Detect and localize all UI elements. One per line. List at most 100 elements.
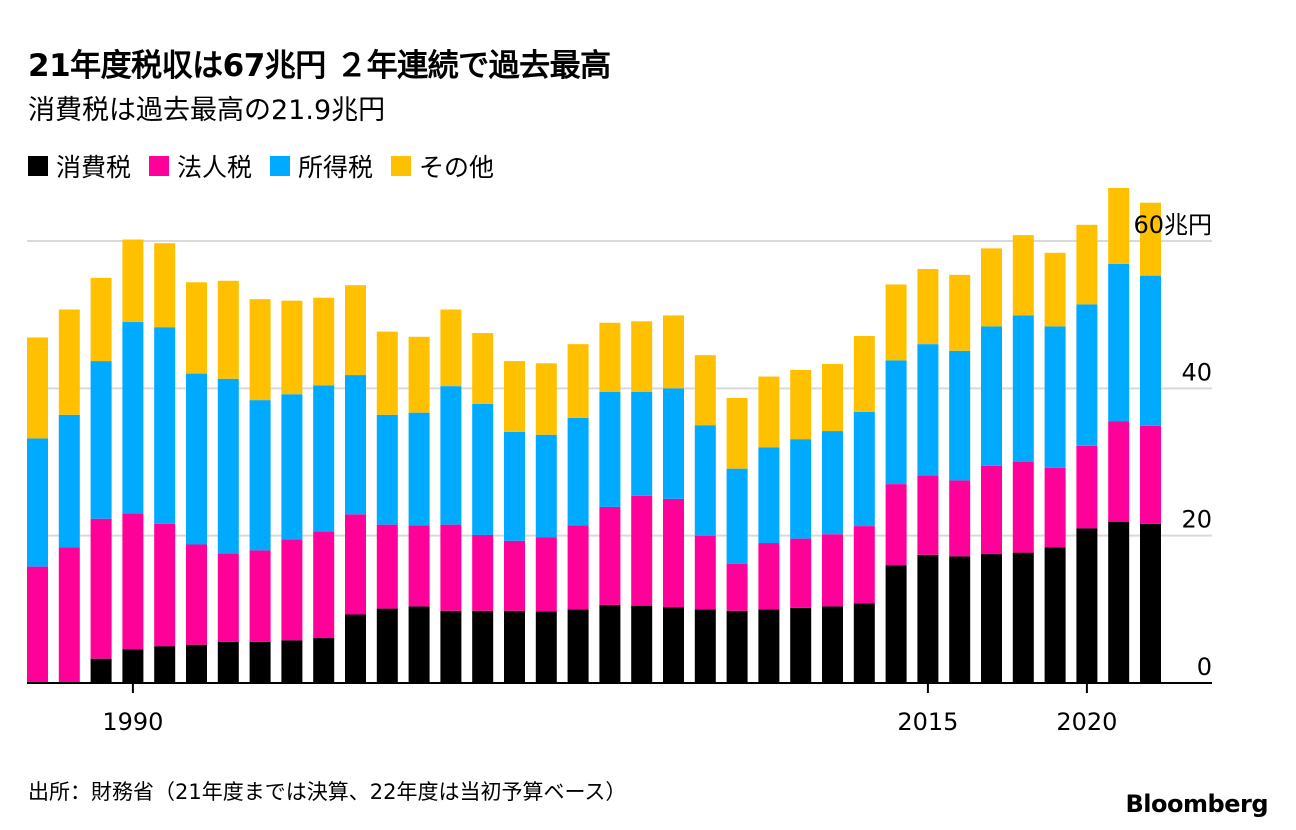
bar-income (281, 394, 303, 540)
bar-corporate (694, 535, 716, 610)
bar-income (217, 378, 239, 554)
bar-other (504, 361, 525, 432)
bar-corporate (758, 543, 780, 610)
bar-corporate (281, 539, 303, 641)
bar-corporate (122, 513, 144, 650)
y-tick-label: 20 (1181, 506, 1212, 534)
bar-corporate (58, 547, 80, 683)
bar-consumption (1044, 547, 1066, 683)
bar-other (631, 321, 653, 393)
bar-other (313, 297, 335, 386)
bar-income (154, 327, 176, 524)
bar-consumption (217, 641, 239, 683)
bar-corporate (249, 550, 271, 642)
bar-other (535, 363, 557, 435)
legend-label-consumption: 消費税 (56, 153, 132, 182)
legend-label-other: その他 (419, 153, 495, 182)
bar-other (726, 397, 748, 469)
bar-consumption (694, 609, 716, 683)
bar-consumption (981, 554, 1002, 683)
bar-consumption (853, 603, 875, 683)
bar-consumption (122, 649, 144, 683)
legend-item-consumption: 消費税 (28, 148, 131, 184)
bar-corporate (313, 531, 335, 639)
bar-income (917, 344, 939, 476)
bar-income (758, 447, 780, 544)
bar-income (1012, 315, 1034, 462)
bar-corporate (217, 553, 239, 642)
bar-corporate (790, 538, 812, 608)
legend-item-income: 所得税 (270, 148, 373, 184)
bar-consumption (408, 606, 430, 683)
bar-corporate (1108, 421, 1130, 522)
bar-corporate (345, 514, 366, 615)
bar-income (885, 360, 907, 485)
bar-corporate (1044, 467, 1066, 548)
bar-income (694, 425, 716, 536)
bar-income (599, 392, 621, 507)
bar-consumption (631, 605, 653, 683)
bar-other (217, 280, 239, 379)
bar-income (376, 414, 398, 525)
bar-consumption (567, 609, 589, 683)
bar-other (90, 277, 112, 362)
bar-consumption (313, 638, 335, 683)
bar-income (1044, 326, 1066, 468)
bar-corporate (535, 537, 557, 612)
bar-corporate (885, 484, 907, 566)
bar-other (599, 322, 621, 393)
bar-corporate (1076, 445, 1098, 529)
legend-item-other: その他 (391, 148, 494, 184)
legend-label-income: 所得税 (298, 153, 374, 182)
bar-consumption (440, 610, 462, 683)
bar-consumption (186, 644, 207, 683)
bar-income (122, 322, 144, 514)
bar-corporate (504, 540, 525, 611)
bar-consumption (504, 610, 525, 683)
bar-consumption (949, 556, 971, 683)
y-tick-label: 0 (1197, 653, 1212, 681)
bar-income (822, 431, 843, 535)
chart-title: 21年度税収は67兆円 ２年連続で過去最高 (28, 48, 611, 84)
bar-consumption (472, 610, 494, 683)
bar-corporate (376, 524, 398, 609)
bar-other (1076, 224, 1098, 305)
bar-other (822, 364, 843, 432)
legend-swatch-consumption (28, 156, 48, 176)
y-tick-label: 60兆円 (1133, 211, 1212, 239)
bar-income (1076, 304, 1098, 446)
bar-corporate (567, 525, 589, 610)
bar-other (58, 309, 80, 415)
bar-other (186, 282, 207, 374)
bar-corporate (440, 524, 462, 611)
bar-other (1012, 235, 1034, 316)
bar-income (313, 385, 335, 532)
bar-corporate (90, 518, 112, 659)
bar-other (758, 376, 780, 448)
bar-other (853, 336, 875, 412)
bar-other (472, 333, 494, 404)
bar-income (726, 468, 748, 564)
bar-income (408, 412, 430, 526)
x-tick-label: 2020 (1056, 708, 1117, 736)
bar-consumption (249, 641, 271, 683)
legend-item-corporate: 法人税 (149, 148, 252, 184)
bar-other (790, 369, 812, 440)
bar-other (27, 337, 48, 439)
bar-corporate (408, 525, 430, 607)
bar-income (186, 373, 207, 545)
bar-income (535, 434, 557, 538)
x-tick-label: 2015 (897, 708, 958, 736)
bar-consumption (1140, 523, 1161, 683)
bar-income (663, 388, 684, 499)
bar-other (917, 268, 939, 345)
bar-income (504, 431, 525, 541)
bar-income (472, 403, 494, 535)
bar-consumption (281, 640, 303, 683)
bar-corporate (949, 480, 971, 557)
bar-income (567, 417, 589, 526)
legend-swatch-income (270, 156, 291, 176)
legend-swatch-corporate (149, 156, 170, 176)
bar-other (567, 344, 589, 418)
bar-corporate (1140, 425, 1161, 524)
